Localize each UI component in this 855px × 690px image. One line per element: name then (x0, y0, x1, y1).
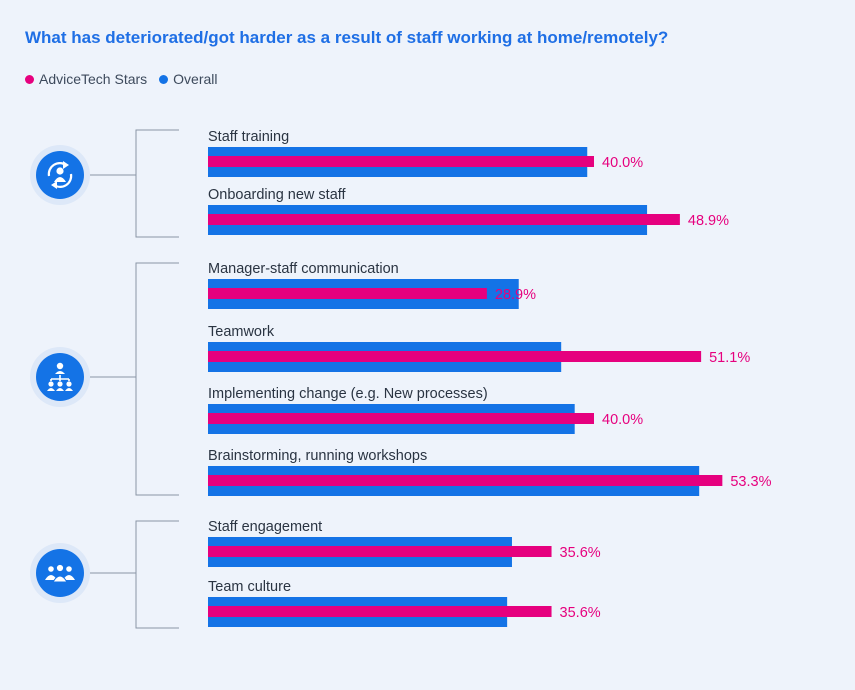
value-label-advicetech-stars-onboarding-new-staff: 48.9% (688, 213, 729, 229)
bar-advicetech-stars-staff-engagement[interactable] (208, 546, 552, 557)
legend-swatch-advicetech-stars (25, 74, 34, 84)
icon-child-body (65, 388, 73, 391)
bar-advicetech-stars-brainstorming-running-workshops[interactable] (208, 475, 723, 486)
category-label-onboarding-new-staff: Onboarding new staff (208, 187, 347, 203)
category-label-implementing-change-e-g-new-processes: Implementing change (e.g. New processes) (208, 386, 488, 402)
icon-top-head (56, 362, 64, 370)
category-label-staff-training: Staff training (208, 129, 289, 145)
category-label-brainstorming-running-workshops: Brainstorming, running workshops (208, 448, 427, 464)
value-label-advicetech-stars-manager-staff-communication: 28.9% (495, 287, 536, 303)
icon-person-head (56, 167, 64, 175)
value-label-advicetech-stars-team-culture: 35.6% (560, 605, 601, 621)
chart-title: What has deteriorated/got harder as a re… (25, 28, 669, 47)
icon-top-body (55, 371, 65, 374)
legend-label-overall: Overall (173, 71, 218, 87)
category-label-teamwork: Teamwork (208, 324, 275, 340)
bar-advicetech-stars-staff-training[interactable] (208, 156, 594, 167)
category-label-team-culture: Team culture (208, 579, 291, 595)
icon-arrowhead-top (63, 161, 69, 169)
value-label-advicetech-stars-brainstorming-running-workshops: 53.3% (730, 474, 771, 490)
legend-swatch-overall (159, 74, 169, 84)
icon-arrowhead-bottom (51, 181, 57, 189)
icon-child-head (48, 381, 54, 387)
value-label-advicetech-stars-teamwork: 51.1% (709, 350, 750, 366)
legend: AdviceTech Stars Overall (25, 71, 224, 87)
icon-person-body (45, 575, 57, 580)
group-bracket (135, 520, 179, 629)
bar-advicetech-stars-implementing-change-e-g-new-processes[interactable] (208, 413, 594, 424)
bar-advicetech-stars-onboarding-new-staff[interactable] (208, 214, 680, 225)
icon-child-head (66, 381, 72, 387)
value-label-advicetech-stars-implementing-change-e-g-new-processes: 40.0% (602, 412, 643, 428)
bar-advicetech-stars-teamwork[interactable] (208, 351, 702, 362)
group-bracket (135, 262, 179, 496)
group-bracket (135, 129, 179, 238)
legend-item-advicetech-stars[interactable]: AdviceTech Stars (25, 71, 147, 87)
value-label-advicetech-stars-staff-training: 40.0% (602, 155, 643, 171)
icon-child-body (56, 388, 64, 391)
icon-person-head (55, 563, 65, 573)
group-people-icon (36, 549, 84, 597)
legend-label-advicetech-stars: AdviceTech Stars (39, 71, 148, 87)
value-label-advicetech-stars-staff-engagement: 35.6% (560, 545, 601, 561)
icon-connectors (50, 375, 70, 381)
icon-person-body (52, 575, 68, 583)
bar-advicetech-stars-manager-staff-communication[interactable] (208, 288, 487, 299)
category-label-manager-staff-communication: Manager-staff communication (208, 261, 399, 277)
category-label-staff-engagement: Staff engagement (208, 519, 322, 535)
refresh-person-icon (36, 151, 84, 199)
bar-advicetech-stars-team-culture[interactable] (208, 606, 552, 617)
icon-child-body (47, 388, 55, 391)
icon-person-body (54, 177, 66, 182)
icon-person-head (66, 566, 72, 572)
icon-person-head (48, 566, 54, 572)
icon-child-head (57, 381, 63, 387)
legend-item-overall[interactable]: Overall (159, 71, 218, 87)
icon-person-body (63, 575, 75, 580)
